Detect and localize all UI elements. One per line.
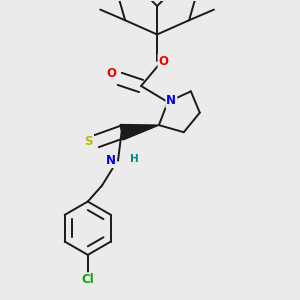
Text: Cl: Cl [81,273,94,286]
Polygon shape [120,124,159,140]
Text: O: O [106,67,116,80]
Text: H: H [130,154,138,164]
Text: O: O [158,55,169,68]
Text: N: N [106,154,116,167]
Text: N: N [166,94,176,107]
Text: S: S [85,135,93,148]
